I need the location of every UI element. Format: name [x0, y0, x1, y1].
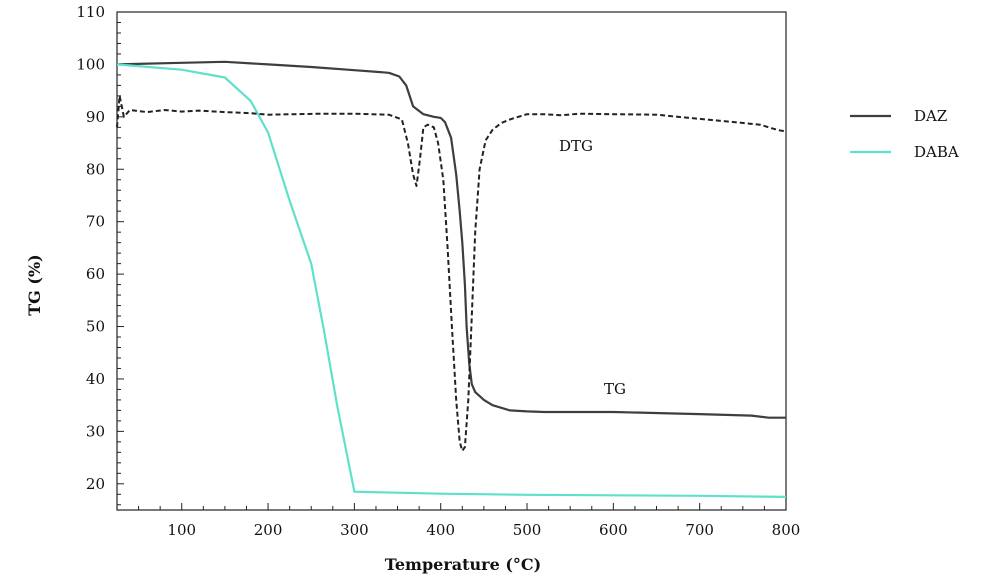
legend: DAZ DABA [850, 107, 959, 161]
x-tick-label: 800 [772, 521, 801, 539]
series-line-daba [116, 63, 787, 498]
x-tick-label: 400 [426, 521, 455, 539]
x-tick-label: 600 [599, 521, 628, 539]
tg-annotation: TG [604, 380, 626, 398]
x-axis-title: Temperature (°C) [385, 555, 541, 574]
y-tick-label: 60 [86, 265, 105, 283]
legend-label-daba: DABA [914, 143, 959, 161]
y-tick-label: 50 [86, 318, 105, 336]
y-tick-label: 90 [86, 108, 105, 126]
y-tick-label: 30 [86, 422, 105, 440]
tick-group: 100 200 300 400 500 600 700 800 20 30 40 50 60 70 80 90… [76, 3, 800, 539]
dtg-annotation: DTG [559, 137, 593, 155]
series-line-daz [116, 60, 786, 419]
series-line-dtg [116, 94, 787, 452]
y-tick-label: 100 [76, 55, 105, 73]
x-tick-label: 300 [340, 521, 369, 539]
legend-label-daz: DAZ [914, 107, 947, 125]
x-tick-label: 700 [685, 521, 714, 539]
y-tick-label: 110 [76, 3, 105, 21]
plot-frame [116, 11, 787, 511]
y-tick-label: 20 [86, 475, 105, 493]
y-tick-label: 70 [86, 213, 105, 231]
y-axis-title: TG (%) [25, 254, 44, 315]
series-group [116, 60, 787, 498]
x-tick-label: 500 [513, 521, 542, 539]
y-tick-label: 80 [86, 160, 105, 178]
x-tick-label: 100 [167, 521, 196, 539]
x-tick-label: 200 [254, 521, 283, 539]
y-tick-label: 40 [86, 370, 105, 388]
